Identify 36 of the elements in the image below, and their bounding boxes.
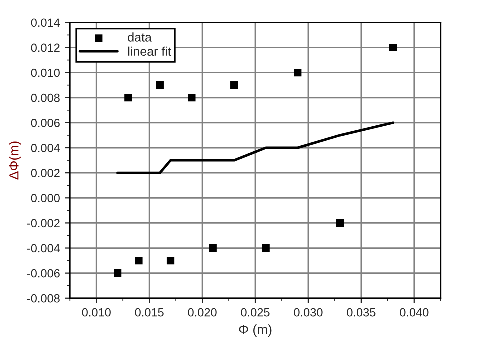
y-tick-label: -0.004 <box>27 244 60 253</box>
point <box>230 82 238 90</box>
x-tick-label: 0.010 <box>82 308 111 317</box>
y-axis-title: ΔΦ(m) <box>9 142 22 180</box>
x-tick-label: 0.020 <box>188 308 217 317</box>
point <box>262 244 270 252</box>
legend-label: data <box>128 32 152 42</box>
y-tick-label: -0.006 <box>27 269 60 278</box>
point <box>294 69 302 77</box>
point <box>156 82 164 90</box>
x-tick-label: 0.040 <box>400 308 429 317</box>
y-tick-label: 0.012 <box>31 44 60 52</box>
line-series <box>116 122 394 174</box>
point <box>135 256 143 265</box>
x-tick-label: 0.015 <box>135 308 164 317</box>
point <box>336 219 344 228</box>
y-tick-label: -0.002 <box>27 219 60 228</box>
y-tick-label: -0.008 <box>27 294 60 303</box>
point <box>114 270 122 278</box>
point <box>389 44 398 52</box>
y-tick-label: 0.008 <box>31 94 60 102</box>
y-tick-label: 0.014 <box>31 18 60 28</box>
point <box>209 244 217 252</box>
x-tick-label: 0.030 <box>294 308 323 317</box>
y-tick-label: 0.000 <box>31 194 60 203</box>
point <box>124 94 132 102</box>
y-tick-label: 0.002 <box>31 169 60 178</box>
point <box>188 94 196 102</box>
y-tick-label: 0.006 <box>31 118 60 128</box>
x-axis-title: Φ (m) <box>239 324 272 337</box>
legend-label: linear fit <box>128 46 172 56</box>
y-tick-label: 0.010 <box>31 68 60 78</box>
point <box>166 256 175 265</box>
y-tick-label: 0.004 <box>31 144 60 152</box>
x-tick-label: 0.025 <box>241 308 270 317</box>
x-tick-label: 0.035 <box>347 308 376 317</box>
